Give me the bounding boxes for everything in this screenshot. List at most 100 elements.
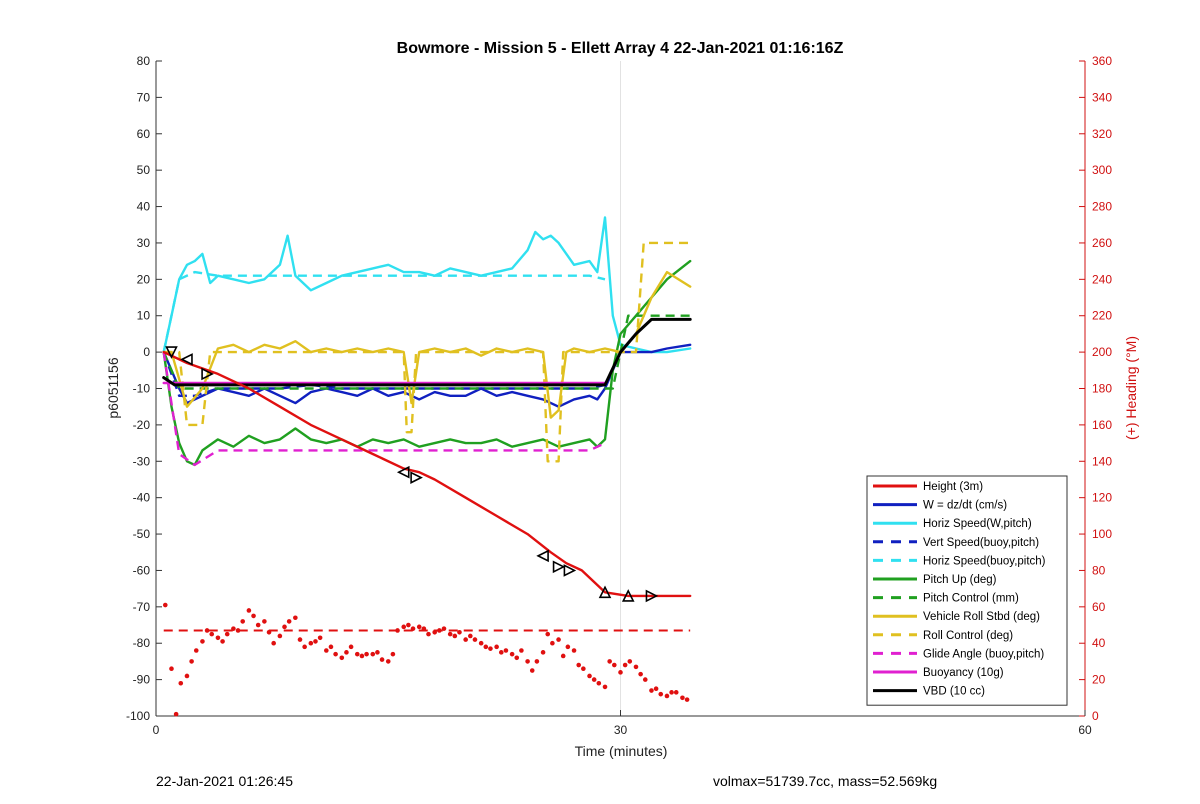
legend-entry: Height (3m) <box>923 481 983 493</box>
y-tick-label: 80 <box>137 54 151 68</box>
heading-point <box>607 659 612 664</box>
heading-point <box>556 637 561 642</box>
heading-point <box>638 671 643 677</box>
series-line-5 <box>162 259 692 467</box>
x-tick-label: 60 <box>1078 723 1092 737</box>
heading-point <box>463 637 468 642</box>
legend-entry: Buoyancy (10g) <box>923 667 1004 679</box>
y-tick-label: 60 <box>137 127 151 141</box>
heading-point <box>498 650 504 655</box>
heading-point <box>184 673 190 679</box>
heading-point <box>173 711 179 717</box>
heading-point <box>220 639 225 644</box>
legend-entry: Pitch Up (deg) <box>923 574 997 586</box>
series-line-8 <box>163 241 691 463</box>
heading-point <box>333 651 338 657</box>
y-axis-label-right: (+) Heading (°M) <box>1123 336 1139 440</box>
legend-entry: Glide Angle (buoy,pitch) <box>923 648 1044 660</box>
legend: Height (3m) W = dz/dt (cm/s) Horiz Speed(W… <box>866 475 1068 706</box>
heading-point <box>370 651 376 657</box>
heading-point <box>432 630 438 635</box>
heading-point <box>313 639 318 644</box>
heading-point <box>441 626 447 631</box>
heading-point <box>406 622 411 628</box>
heading-point <box>297 637 303 642</box>
heading-point <box>282 624 287 630</box>
heading-point <box>385 659 391 664</box>
series-line-0 <box>162 350 692 598</box>
y-tick-label-right: 320 <box>1092 127 1112 141</box>
y-tick-label-right: 300 <box>1092 163 1112 177</box>
heading-point <box>344 650 349 655</box>
y-tick-label: 40 <box>137 200 151 214</box>
heading-point <box>189 659 194 664</box>
heading-point <box>200 639 205 644</box>
heading-point <box>545 631 551 637</box>
y-tick-label: -100 <box>126 709 150 723</box>
heading-point <box>649 688 654 693</box>
heading-point <box>375 650 380 655</box>
heading-point <box>251 613 256 619</box>
marker-triangle <box>598 585 612 599</box>
marker-triangle <box>552 560 566 574</box>
heading-point <box>669 690 674 695</box>
y-tick-label-right: 220 <box>1092 309 1112 323</box>
y-tick-label-right: 200 <box>1092 345 1112 359</box>
heading-point <box>215 635 221 641</box>
heading-point <box>550 640 555 646</box>
series-line-4 <box>162 270 606 353</box>
y-tick-label: 70 <box>137 90 151 104</box>
y-tick-label: -70 <box>133 600 151 614</box>
legend-entry: W = dz/dt (cm/s) <box>923 500 1007 512</box>
heading-point <box>627 659 633 664</box>
marker-triangle <box>201 367 214 381</box>
y-tick-label-right: 40 <box>1092 636 1106 650</box>
heading-point <box>162 602 168 608</box>
y-tick-label: -80 <box>133 636 151 650</box>
heading-point <box>348 644 354 650</box>
heading-point <box>457 630 462 635</box>
heading-point <box>591 677 597 682</box>
marker-triangle <box>180 353 193 366</box>
marker-triangle <box>396 465 410 479</box>
x-tick-label: 0 <box>153 723 160 737</box>
y-tick-label: 20 <box>137 272 151 286</box>
y-tick-label-right: 0 <box>1092 709 1099 723</box>
legend-entry: VBD (10 cc) <box>923 686 985 698</box>
y-axis-label: p6051156 <box>105 357 121 418</box>
heading-point <box>602 684 608 690</box>
series-line-11 <box>162 317 692 387</box>
heading-point <box>379 657 385 662</box>
legend-entry: Vert Speed(buoy,pitch) <box>923 537 1039 549</box>
series-line-2 <box>162 216 692 354</box>
heading-point <box>633 664 639 670</box>
y-tick-label-right: 240 <box>1092 272 1112 286</box>
legend-entry: Horiz Speed(W,pitch) <box>923 518 1032 530</box>
legend-box <box>866 475 1068 706</box>
y-tick-label-right: 160 <box>1092 418 1112 432</box>
y-tick-label-right: 340 <box>1092 90 1112 104</box>
heading-point <box>271 640 276 646</box>
y-tick-label-right: 100 <box>1092 527 1112 541</box>
heading-point <box>209 631 215 637</box>
heading-point <box>224 631 230 637</box>
heading-point <box>421 626 427 631</box>
marker-triangle <box>410 471 423 484</box>
y-tick-label-right: 260 <box>1092 236 1112 250</box>
heading-point <box>673 690 679 695</box>
heading-point <box>612 662 617 668</box>
y-tick-label: 30 <box>137 236 151 250</box>
heading-point <box>576 662 581 668</box>
heading-point <box>339 655 345 661</box>
heading-point <box>472 637 478 642</box>
heading-point <box>560 653 566 659</box>
heading-point <box>658 691 664 697</box>
heading-point <box>317 635 323 641</box>
heading-point <box>664 693 670 699</box>
heading-point <box>478 640 484 646</box>
marker-triangle <box>621 589 635 602</box>
heading-point <box>642 677 648 682</box>
heading-point <box>231 626 236 631</box>
heading-point <box>571 648 577 653</box>
heading-point <box>193 648 199 653</box>
